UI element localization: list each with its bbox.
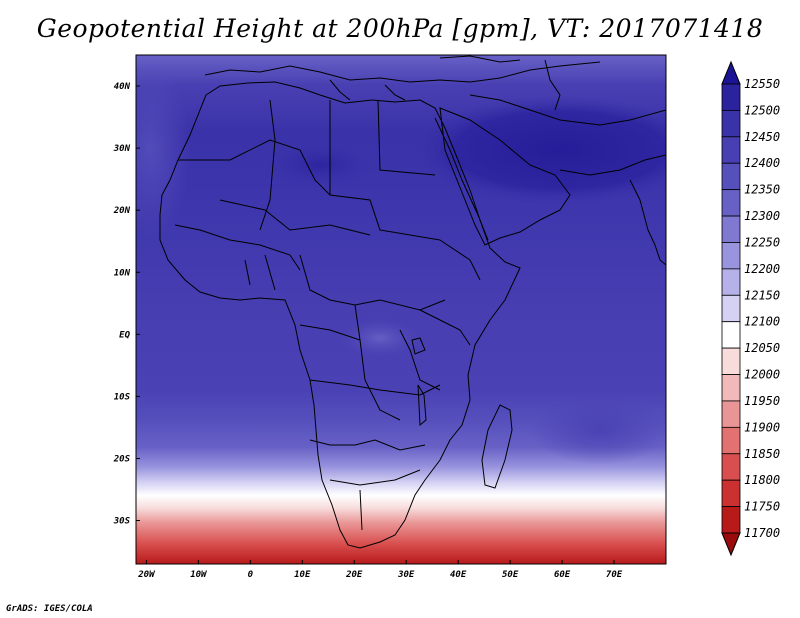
lon-tick-label: 10W <box>190 570 208 580</box>
colorbar-swatch <box>721 83 741 111</box>
lat-tick-label: 20N <box>113 206 131 216</box>
colorbar-label: 12300 <box>744 209 780 223</box>
colorbar-swatch <box>721 215 741 243</box>
lon-tick-label: 30E <box>397 570 415 580</box>
colorbar-swatch <box>721 374 741 402</box>
colorbar-swatch <box>721 479 741 507</box>
colorbar-label: 12200 <box>744 262 780 276</box>
lat-tick-label: 10S <box>114 392 131 402</box>
colorbar-swatch <box>721 162 741 191</box>
lat-tick-label: 20S <box>113 454 131 464</box>
credit-label: GrADS: IGES/COLA <box>6 604 93 614</box>
colorbar-label: 12350 <box>744 183 780 197</box>
map-title: Geopotential Height at 200hPa [gpm], VT:… <box>36 14 764 43</box>
lat-tick-label: 10N <box>114 268 131 278</box>
lon-axis: 20W 10W 0 10E 20E 30E 40E 50E 60E 70E <box>137 560 623 580</box>
colorbar-label: 12550 <box>744 77 780 91</box>
lon-tick-label: 20E <box>345 570 363 580</box>
colorbar-label: 12400 <box>744 156 780 170</box>
colorbar-label: 12450 <box>744 130 780 144</box>
lat-tick-label: 30N <box>113 144 131 154</box>
lat-tick-label: 40N <box>114 82 131 92</box>
colorbar-swatch <box>721 242 741 270</box>
lon-tick-label: 0 <box>248 570 254 580</box>
lat-tick-label: EQ <box>119 330 130 340</box>
colorbar-swatch <box>721 136 741 164</box>
lon-tick-label: 40E <box>450 570 467 580</box>
colorbar-swatch <box>721 453 741 481</box>
lon-tick-label: 50E <box>502 570 519 580</box>
lat-axis: 40N 30N 20N 10N EQ 10S 20S 30S <box>113 82 140 527</box>
lat-tick-label: 30S <box>113 517 131 527</box>
colorbar-swatch <box>721 400 741 428</box>
colorbar-label: 11800 <box>744 473 780 487</box>
colorbar-label: 11750 <box>744 500 780 514</box>
colorbar-label: 12250 <box>744 235 780 249</box>
colorbar-label: 11900 <box>744 420 780 434</box>
colorbar-swatch <box>721 506 741 534</box>
colorbar-label: 11850 <box>744 447 780 461</box>
colorbar-top-arrow <box>721 60 741 85</box>
colorbar-label: 12500 <box>744 103 780 117</box>
colorbar-swatch <box>721 321 741 349</box>
colorbar-swatch <box>721 347 741 375</box>
lon-tick-label: 60E <box>554 570 571 580</box>
colorbar-swatch <box>721 268 741 296</box>
colorbar-label: 12150 <box>744 288 780 302</box>
lon-tick-label: 70E <box>606 570 623 580</box>
lon-tick-label: 10E <box>294 570 311 580</box>
colorbar-swatch <box>721 294 741 323</box>
colorbar-swatch <box>721 110 741 138</box>
colorbar-label: 12100 <box>744 315 780 329</box>
colorbar-label: 12000 <box>744 368 780 382</box>
contour-field <box>136 55 666 564</box>
colorbar-swatch <box>721 426 741 455</box>
colorbar: 12550 12500 12450 12400 12350 12300 12250 12200… <box>721 60 780 557</box>
map-frame <box>135 54 667 565</box>
colorbar-bottom-arrow <box>721 532 741 557</box>
colorbar-label: 11700 <box>744 526 780 540</box>
lon-tick-label: 20W <box>137 570 156 580</box>
colorbar-label: 11950 <box>744 394 780 408</box>
coastlines <box>159 55 666 549</box>
colorbar-label: 12050 <box>744 341 780 355</box>
colorbar-swatch <box>721 189 741 217</box>
